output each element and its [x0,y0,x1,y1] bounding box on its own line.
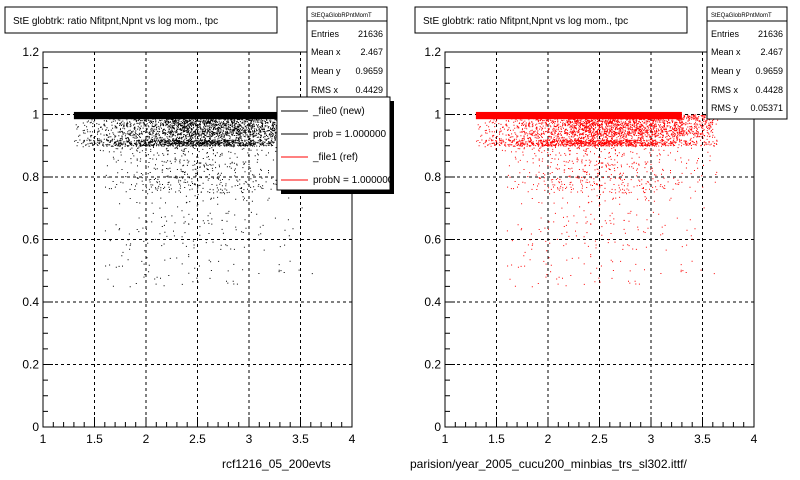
left-stats-value-rms-x: 0.4429 [355,85,383,95]
x-tick-label: 1 [40,432,47,446]
legend-label-file1: _file1 (ref) [312,152,358,163]
left-stats-box: StEQaGlobRPntMomT Entries 21636 Mean x 2… [306,6,388,100]
right-stats-value-rms-x: 0.4428 [755,85,783,95]
x-tick-label: 3 [648,432,655,446]
scatter-points [476,114,719,288]
legend-label-probn: probN = 1.000000 [313,175,394,186]
y-tick-label: 1 [434,108,441,122]
x-tick-label: 3 [246,432,253,446]
x-tick-label: 2 [545,432,552,446]
x-tick-label: 4 [751,432,758,446]
left-footer-caption: rcf1216_05_200evts [222,457,331,471]
y-tick-label: 0.2 [22,358,39,372]
y-tick-label: 0.6 [424,233,441,247]
left-stats-value-mean-y: 0.9659 [355,66,383,76]
right-plot-title: StE globtrk: ratio Nfitpnt,Npnt vs log m… [423,16,628,27]
right-stats-value-mean-y: 0.9659 [755,66,783,76]
left-stats-value-mean-x: 2.467 [360,47,383,57]
right-stats-label-rms-y: RMS y [711,103,739,113]
left-stats-label-rms-x: RMS x [311,85,339,95]
left-panel: StE globtrk: ratio Nfitpnt,Npnt vs log m… [4,6,394,471]
left-plot-title: StE globtrk: ratio Nfitpnt,Npnt vs log m… [13,16,218,27]
legend-box: _file0 (new) prob = 1.000000 _file1 (ref… [276,96,394,194]
legend-label-file0: _file0 (new) [312,106,365,117]
right-stats-label-mean-y: Mean y [711,66,741,76]
y-tick-label: 1.2 [424,45,441,59]
x-tick-label: 3.5 [292,432,309,446]
x-tick-label: 1.5 [86,432,103,446]
left-stats-label-mean-y: Mean y [311,66,341,76]
right-stats-value-rms-y: 0.05371 [750,103,783,113]
y-tick-label: 0 [434,420,441,434]
left-axis-ticks: 1 1.5 2 2.5 3 3.5 4 0 0.2 0.4 0.6 0.8 1 1.2 [22,45,355,446]
right-stats-value-mean-x: 2.467 [760,47,783,57]
y-tick-label: 0.2 [424,358,441,372]
right-footer-caption: parision/year_2005_cucu200_minbias_trs_s… [410,457,688,471]
right-stats-name: StEQaGlobRPntMomT [711,13,772,19]
y-tick-label: 1.2 [22,45,39,59]
left-stats-label-mean-x: Mean x [311,47,341,57]
x-tick-label: 4 [349,432,356,446]
right-stats-box: StEQaGlobRPntMomT Entries 21636 Mean x 2… [706,6,788,120]
left-stats-label-entries: Entries [311,29,340,39]
right-title-box [414,6,688,34]
x-tick-label: 1.5 [488,432,505,446]
y-tick-label: 0 [32,420,39,434]
right-stats-label-entries: Entries [711,29,740,39]
y-tick-label: 0.8 [22,170,39,184]
x-tick-label: 2.5 [591,432,608,446]
y-tick-label: 0.6 [22,233,39,247]
x-tick-label: 2.5 [189,432,206,446]
y-tick-label: 0.8 [424,170,441,184]
right-axis-ticks: 1 1.5 2 2.5 3 3.5 4 0 0.2 0.4 0.6 0.8 1 1.2 [424,45,757,446]
x-tick-label: 2 [143,432,150,446]
legend-label-prob: prob = 1.000000 [313,129,387,140]
x-tick-label: 1 [442,432,449,446]
left-stats-value-entries: 21636 [358,29,383,39]
right-panel: StE globtrk: ratio Nfitpnt,Npnt vs log m… [410,6,788,471]
right-stats-label-rms-x: RMS x [711,85,739,95]
right-stats-label-mean-x: Mean x [711,47,741,57]
right-stats-value-entries: 21636 [758,29,783,39]
left-title-box [4,6,278,34]
x-tick-label: 3.5 [694,432,711,446]
left-stats-name: StEQaGlobRPntMomT [311,13,372,19]
y-tick-label: 1 [32,108,39,122]
right-data-points [475,111,719,288]
y-tick-label: 0.4 [424,295,441,309]
y-tick-label: 0.4 [22,295,39,309]
